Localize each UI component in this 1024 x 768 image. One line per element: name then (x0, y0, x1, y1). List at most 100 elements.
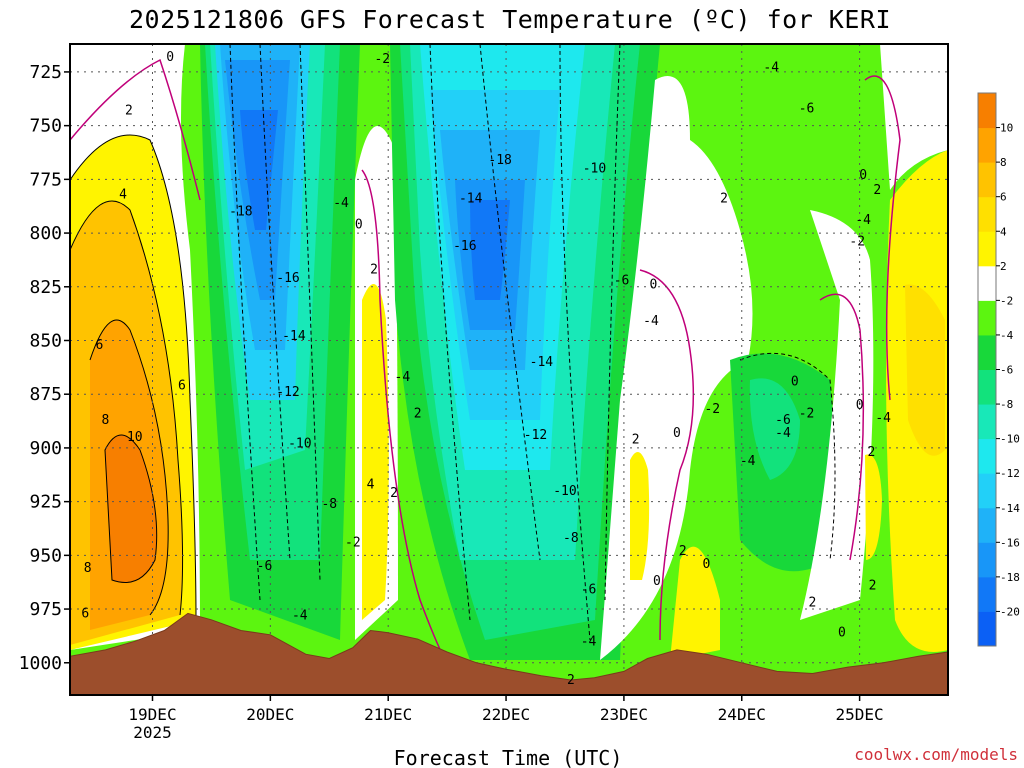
chart-title: 2025121806 GFS Forecast Temperature (ºC)… (129, 5, 891, 34)
colorbar-swatch (978, 300, 996, 336)
colorbar-tick-label: -8 (1000, 398, 1013, 411)
colorbar-tick-label: -6 (1000, 364, 1013, 377)
credit-link[interactable]: coolwx.com/models (854, 745, 1018, 764)
colorbar-tick-label: 8 (1000, 156, 1007, 169)
y-tick-label: 875 (29, 384, 62, 405)
x-axis: 19DEC 20DEC 21DEC 22DEC 23DEC 24DEC 25DEC (128, 695, 884, 724)
colorbar: -20 -18 -16 -14 -12 -10 -8 -6 -4 -2 2 4 6 8 10 (977, 92, 1020, 647)
contour-label-text: 0 (673, 426, 681, 441)
contour-label-text: -12 (276, 385, 299, 400)
band-cold-7 (240, 110, 278, 230)
contour-neg-f (559, 44, 591, 641)
contour-label: -18 (229, 205, 252, 220)
colorbar-swatch (978, 93, 996, 129)
colorbar-swatch (978, 334, 996, 370)
contour-label-text: 0 (838, 626, 846, 641)
contour-label: -10 (553, 484, 576, 499)
contour-label: -4 (643, 314, 659, 329)
contour-label: 2 (720, 192, 728, 207)
contour-label-text: 2 (414, 407, 422, 422)
contour-label: -2 (704, 402, 720, 417)
contour-label-text: 2 (632, 432, 640, 447)
contour-label-text: -10 (288, 437, 311, 452)
contour-label: -14 (459, 192, 483, 207)
contour-0-top-right (864, 75, 901, 401)
contour-label-text: 6 (96, 338, 104, 353)
contour-label-text: -4 (643, 314, 659, 329)
contour-label-text: 0 (166, 50, 174, 65)
contour-label-text: -14 (459, 192, 483, 207)
x-tick-label: 25DEC (836, 705, 884, 724)
colorbar-tick-label: -12 (1000, 467, 1020, 480)
contour-label-text: 2 (873, 183, 881, 198)
contour-label-text: 2 (679, 544, 687, 559)
contour-10 (104, 434, 158, 583)
colorbar-swatch (978, 404, 996, 440)
contour-label-text: -14 (282, 329, 306, 344)
contour-label: -14 (530, 355, 554, 370)
y-tick-label: 750 (29, 116, 62, 137)
contour-4 (70, 200, 184, 616)
y-tick-label: 975 (29, 599, 62, 620)
contour-label: -2 (374, 52, 390, 67)
contour-label-text: -2 (799, 407, 815, 422)
contour-neg-h (739, 352, 836, 561)
contour-label: 0 (653, 574, 661, 589)
band-yellow-right-2 (670, 546, 720, 660)
contour-label-text: -6 (775, 413, 791, 428)
contour-label-text: 8 (84, 561, 92, 576)
contour-label: -4 (763, 61, 779, 76)
colorbar-tick-label: -2 (1000, 294, 1013, 307)
contour-label-text: -2 (849, 235, 865, 250)
x-tick-label: 21DEC (364, 705, 412, 724)
colorbar-tick-label: -14 (1000, 502, 1020, 515)
colorbar-swatch (978, 542, 996, 578)
contour-label-text: -6 (581, 583, 597, 598)
contour-label-text: -6 (257, 559, 273, 574)
contour-label: -2 (849, 235, 865, 250)
terrain-fill (69, 612, 949, 696)
contour-label-text: -4 (855, 213, 871, 228)
contour-label: -14 (282, 329, 306, 344)
contour-label-text: -12 (524, 428, 547, 443)
colorbar-swatch (978, 196, 996, 232)
contour-label: -8 (321, 497, 337, 512)
contour-label: 2 (632, 432, 640, 447)
contour-0-right (639, 269, 695, 641)
contour-lines (70, 44, 901, 661)
contour-label: -4 (395, 370, 411, 385)
contour-label: -8 (563, 531, 579, 546)
band-yellow-mid (362, 284, 389, 620)
contour-label-text: 4 (367, 477, 375, 492)
contour-label-text: 2 (125, 104, 133, 119)
contour-label: -16 (276, 271, 299, 286)
contour-label: -6 (799, 101, 815, 116)
colorbar-swatch (978, 611, 996, 647)
contour-label: -18 (488, 153, 511, 168)
contour-label-text: -4 (395, 370, 411, 385)
contour-label-text: 4 (119, 187, 127, 202)
x-axis-label: Forecast Time (UTC) (394, 746, 623, 768)
contour-neg-a (229, 44, 261, 601)
band-yellow-right-1 (630, 452, 650, 580)
contour-label: -16 (453, 239, 476, 254)
contour-label: -6 (257, 559, 273, 574)
contour-label-text: -8 (321, 497, 337, 512)
contour-label-text: -16 (276, 271, 299, 286)
colorbar-tick-label: -16 (1000, 536, 1020, 549)
contour-label-text: -10 (583, 162, 606, 177)
contour-label-text: 0 (355, 217, 363, 232)
contour-label: -4 (740, 454, 756, 469)
contour-label: 0 (838, 626, 846, 641)
contour-label: 4 (367, 477, 375, 492)
contour-label-text: 2 (809, 596, 817, 611)
contour-label-text: -10 (553, 484, 576, 499)
contour-label: 2 (867, 445, 875, 460)
contour-label: 4 (119, 187, 127, 202)
contour-label-text: -4 (875, 411, 891, 426)
contour-label: 6 (81, 606, 89, 621)
contour-label-text: 2 (390, 486, 398, 501)
contour-labels: 6810866420-18-16-14-12-10-6-4-8-2-40242-… (81, 50, 891, 688)
contour-label-text: -18 (488, 153, 511, 168)
contour-label-text: -4 (333, 196, 349, 211)
